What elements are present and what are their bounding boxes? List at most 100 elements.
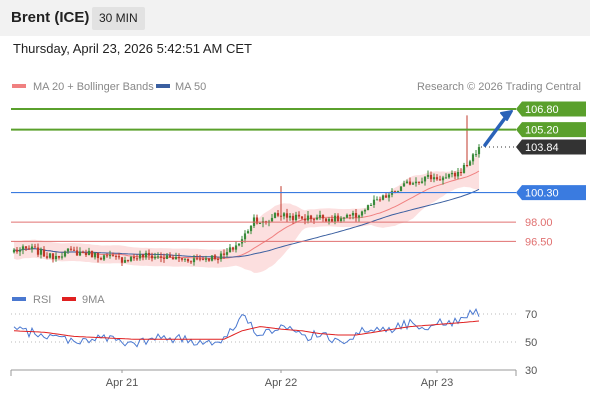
interval-selector[interactable]: 30 MIN [92, 7, 145, 30]
candle [183, 258, 187, 263]
candle-body [21, 246, 25, 250]
candle-body [279, 215, 283, 217]
candle-body [453, 172, 457, 177]
candle [225, 247, 229, 258]
candle [150, 252, 154, 262]
candle-body [135, 258, 139, 260]
forecast-arrow-icon [483, 110, 513, 147]
level-label-103.84: 103.84 [525, 142, 559, 154]
candle [234, 241, 238, 253]
level-tag-100.30 [516, 185, 586, 201]
candle-body [429, 174, 433, 180]
candle-body [186, 258, 190, 262]
candle-body [348, 214, 352, 216]
candle [36, 243, 40, 257]
candle [222, 249, 226, 260]
candle-body [231, 247, 235, 250]
candle [105, 253, 109, 258]
candle-body [216, 258, 220, 260]
candle [249, 224, 253, 235]
candle-body [243, 233, 247, 240]
candle [213, 253, 217, 261]
candle-body [273, 213, 277, 218]
candle-body [132, 256, 136, 259]
candle-body [306, 215, 310, 221]
candle [474, 150, 478, 157]
candle [93, 252, 97, 260]
candle [111, 252, 115, 257]
candle-body [411, 183, 415, 185]
candle [117, 252, 121, 260]
candle [465, 115, 469, 168]
candle-body [93, 252, 97, 258]
candle [12, 248, 16, 254]
candle-body [108, 255, 112, 257]
candle [195, 254, 199, 261]
candle [438, 175, 442, 181]
level-label-98.00: 98.00 [525, 217, 553, 229]
candle [219, 251, 223, 262]
ma50-legend-swatch [156, 84, 170, 88]
candle-body [18, 249, 22, 252]
candle-body [105, 255, 109, 257]
candle-body [180, 258, 184, 260]
candle [216, 256, 220, 264]
candle [207, 258, 211, 262]
candle-body [96, 252, 100, 259]
candle [336, 213, 340, 222]
candle-body [129, 256, 133, 261]
candle-body [228, 247, 232, 253]
candle-body [249, 225, 253, 232]
candle-body [285, 213, 289, 218]
candle-body [84, 252, 88, 256]
candle-body [372, 199, 376, 205]
candle [411, 181, 415, 186]
candle [327, 217, 331, 225]
candle [171, 254, 175, 260]
candle [42, 246, 46, 258]
candle-body [123, 260, 127, 263]
candle-body [354, 213, 358, 218]
candle [441, 175, 445, 185]
candle [273, 212, 277, 219]
candle [375, 196, 379, 201]
candle [432, 173, 436, 183]
candle-body [468, 161, 472, 166]
candle-body [462, 164, 466, 173]
candle [231, 246, 235, 252]
candle-body [441, 177, 445, 181]
candle [168, 252, 172, 258]
candle [48, 252, 52, 259]
candle [288, 212, 292, 221]
candle [417, 181, 421, 185]
candle-body [246, 231, 250, 234]
candle-body [141, 254, 145, 258]
copyright-text: Research © 2026 Trading Central [417, 81, 581, 93]
candle [426, 170, 430, 180]
candle-body [375, 199, 379, 201]
candle [318, 210, 322, 220]
candle [300, 216, 304, 220]
candle-body [396, 191, 400, 193]
candle-body [414, 181, 418, 184]
rsi-ma-legend-swatch [62, 297, 76, 301]
candle-body [27, 248, 31, 250]
candle-body [477, 147, 481, 155]
candle [87, 247, 91, 256]
candle [201, 256, 205, 261]
candle [468, 159, 472, 167]
candle-body [102, 255, 106, 260]
candle [399, 186, 403, 192]
candle-body [387, 194, 391, 198]
candle [132, 253, 136, 261]
candle [357, 214, 361, 222]
candle [198, 254, 202, 262]
candle-body [351, 213, 355, 216]
candle-body [195, 258, 199, 260]
candle-body [276, 213, 280, 216]
candle-body [81, 251, 85, 253]
candle-body [99, 258, 103, 260]
candle-body [114, 255, 118, 257]
candle [180, 257, 184, 262]
candle [246, 229, 250, 234]
